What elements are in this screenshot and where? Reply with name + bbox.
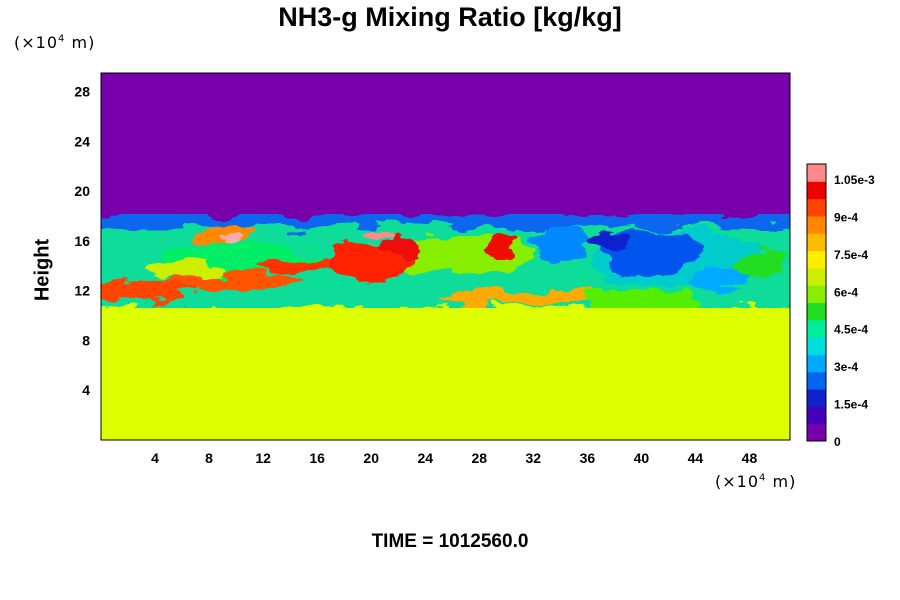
colorbar-swatch xyxy=(807,371,826,390)
colorbar-swatch xyxy=(807,285,826,303)
y-axis-unit: (×104 m) xyxy=(14,33,96,52)
colorbar xyxy=(806,163,827,442)
lower-layer xyxy=(101,295,790,440)
colorbar-swatch xyxy=(807,250,826,269)
colorbar-swatch xyxy=(807,267,826,286)
colorbar-swatch xyxy=(807,302,826,321)
y-axis-ticks: 4 8 12 16 20 24 28 xyxy=(74,84,90,399)
colorbar-swatch xyxy=(807,354,826,373)
x-tick-label: 16 xyxy=(309,450,325,466)
x-tick-label: 36 xyxy=(580,450,596,466)
colorbar-swatch xyxy=(807,389,826,407)
mixing-highlights xyxy=(223,231,750,290)
colorbar-tick-label: 9e-4 xyxy=(834,210,858,224)
colorbar-swatch xyxy=(807,215,826,234)
x-tick-label: 32 xyxy=(526,450,542,466)
colorbar-swatch xyxy=(807,337,826,355)
x-axis-ticks: 4 8 12 16 20 24 28 32 36 40 44 48 xyxy=(151,450,757,466)
y-tick-label: 28 xyxy=(74,84,90,100)
x-tick-label: 8 xyxy=(205,450,213,466)
colorbar-tick-label: 4.5e-4 xyxy=(834,323,868,337)
colorbar-tick-label: 0 xyxy=(834,435,841,449)
colorbar-frame xyxy=(806,163,827,442)
y-tick-label: 4 xyxy=(82,382,90,398)
x-tick-label: 12 xyxy=(255,450,271,466)
y-tick-label: 12 xyxy=(74,283,90,299)
colorbar-tick-label: 1.05e-3 xyxy=(834,173,875,187)
colorbar-swatch xyxy=(807,406,826,425)
x-axis-unit: (×104 m) xyxy=(715,472,797,491)
colorbar-swatch xyxy=(807,319,826,338)
colorbar-swatch xyxy=(807,423,826,442)
x-tick-label: 40 xyxy=(634,450,650,466)
chart-title: NH3-g Mixing Ratio [kg/kg] xyxy=(278,2,622,32)
plot-frame xyxy=(100,72,791,441)
y-tick-label: 20 xyxy=(74,183,90,199)
colorbar-swatch xyxy=(807,198,826,217)
x-tick-label: 28 xyxy=(471,450,487,466)
colorbar-tick-label: 3e-4 xyxy=(834,360,858,374)
y-tick-label: 24 xyxy=(74,133,90,149)
colorbar-swatch xyxy=(807,233,826,252)
x-tick-label: 4 xyxy=(151,450,159,466)
colorbar-tick-label: 7.5e-4 xyxy=(834,248,868,262)
x-tick-label: 24 xyxy=(417,450,433,466)
colorbar-tick-label: 1.5e-4 xyxy=(834,398,868,412)
colorbar-ticks: 1.05e-3 9e-4 7.5e-4 6e-4 4.5e-4 3e-4 1.5e-4 0 xyxy=(834,173,875,449)
heatmap-field xyxy=(101,73,790,440)
time-label: TIME = 1012560.0 xyxy=(371,531,529,552)
x-tick-label: 44 xyxy=(688,450,704,466)
colorbar-swatch xyxy=(807,164,826,182)
colorbar-swatch xyxy=(807,181,826,200)
y-tick-label: 8 xyxy=(82,332,90,348)
colorbar-tick-label: 6e-4 xyxy=(834,285,858,299)
y-tick-label: 16 xyxy=(74,233,90,249)
mixing-layer xyxy=(101,214,790,308)
x-tick-label: 48 xyxy=(742,450,758,466)
x-tick-label: 20 xyxy=(363,450,379,466)
